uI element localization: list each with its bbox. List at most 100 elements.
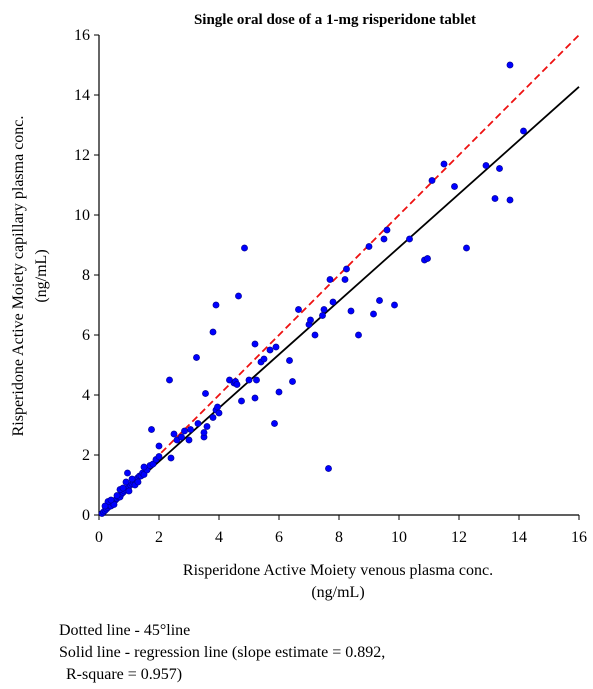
data-point <box>506 61 514 69</box>
tick-labels: 0 2 4 6 8 10 12 14 16 0 2 4 6 8 10 12 14 16 <box>74 27 587 546</box>
data-point <box>295 306 302 313</box>
data-point <box>365 243 373 250</box>
data-point <box>326 276 334 283</box>
data-point <box>245 376 253 384</box>
data-point <box>209 328 217 336</box>
data-point <box>260 355 268 363</box>
data-point <box>311 331 319 339</box>
data-point <box>355 331 362 339</box>
data-point <box>391 301 398 309</box>
data-point <box>253 376 260 384</box>
x-tick-label: 10 <box>391 529 407 546</box>
data-point <box>343 265 350 273</box>
data-point <box>119 484 127 492</box>
data-point <box>134 478 142 486</box>
y-tick-label: 2 <box>82 447 90 464</box>
data-point <box>251 340 259 348</box>
data-point <box>170 430 178 438</box>
data-point <box>325 465 332 472</box>
data-point <box>289 378 296 385</box>
data-point <box>212 301 220 309</box>
data-point <box>370 310 377 318</box>
y-tick-label: 8 <box>82 267 90 284</box>
data-point <box>271 420 278 427</box>
data-point <box>155 453 163 460</box>
data-point <box>200 429 208 436</box>
data-point <box>496 165 503 172</box>
y-tick-label: 12 <box>74 147 90 164</box>
data-point <box>187 426 194 433</box>
chart-title: Single oral dose of a 1-mg risperidone t… <box>194 12 476 28</box>
data-point <box>202 390 209 397</box>
x-tick-label: 2 <box>155 529 163 546</box>
data-point <box>376 297 383 304</box>
identity-45-degree-line <box>98 34 580 516</box>
y-axis-unit: (ng/mL) <box>33 249 50 302</box>
data-point <box>140 463 148 471</box>
data-point <box>272 343 280 351</box>
data-point <box>383 226 391 234</box>
note-r-square: R-square = 0.957) <box>66 666 183 683</box>
data-point <box>428 177 436 184</box>
data-point <box>286 357 293 364</box>
data-point <box>506 196 514 204</box>
data-point <box>482 162 490 169</box>
y-tick-label: 16 <box>74 27 90 44</box>
note-regression-line: Solid line - regression line (slope esti… <box>59 644 386 661</box>
data-point <box>320 306 328 313</box>
data-point <box>107 496 115 504</box>
y-tick-label: 4 <box>82 387 90 404</box>
regression-line <box>98 86 580 516</box>
y-tick-label: 6 <box>82 327 90 344</box>
y-tick-label: 14 <box>74 87 90 104</box>
data-point <box>440 160 448 168</box>
data-point <box>178 433 185 441</box>
data-point <box>341 276 349 283</box>
data-point <box>193 354 200 361</box>
data-point <box>406 235 413 243</box>
data-points <box>98 61 527 517</box>
x-tick-label: 14 <box>511 529 527 546</box>
data-point <box>215 409 223 417</box>
data-point <box>124 469 131 477</box>
x-tick-label: 12 <box>451 529 467 546</box>
data-point <box>491 195 499 202</box>
data-point <box>101 502 109 510</box>
axes <box>94 34 580 520</box>
x-tick-label: 0 <box>95 529 103 546</box>
data-point <box>113 492 121 499</box>
data-point <box>166 376 173 384</box>
data-point <box>181 427 188 435</box>
data-point <box>122 478 130 486</box>
data-point <box>520 127 527 135</box>
data-point <box>235 292 242 300</box>
data-point <box>233 381 241 388</box>
data-point <box>266 346 274 354</box>
data-point <box>203 423 211 430</box>
x-tick-label: 6 <box>275 529 283 546</box>
note-45-line: Dotted line - 45°line <box>59 622 191 639</box>
data-point <box>451 183 458 190</box>
data-point <box>125 487 133 495</box>
data-point <box>347 307 355 315</box>
data-point <box>128 475 136 483</box>
data-point <box>241 244 248 252</box>
data-point <box>155 442 163 450</box>
y-tick-label: 0 <box>82 507 90 524</box>
data-point <box>209 414 217 421</box>
data-point <box>251 394 259 402</box>
data-point <box>275 388 283 396</box>
data-point <box>194 420 202 427</box>
x-axis-label: Risperidone Active Moiety venous plasma … <box>183 562 493 579</box>
x-axis-unit: (ng/mL) <box>311 584 364 601</box>
data-point <box>319 312 326 319</box>
data-point <box>380 235 388 243</box>
x-tick-label: 8 <box>335 529 343 546</box>
data-point <box>424 255 431 262</box>
data-point <box>214 403 221 411</box>
data-point <box>167 454 175 462</box>
x-tick-label: 16 <box>571 529 587 546</box>
data-point <box>329 298 337 306</box>
y-axis-label: Risperidone Active Moiety capillary plas… <box>10 116 27 437</box>
